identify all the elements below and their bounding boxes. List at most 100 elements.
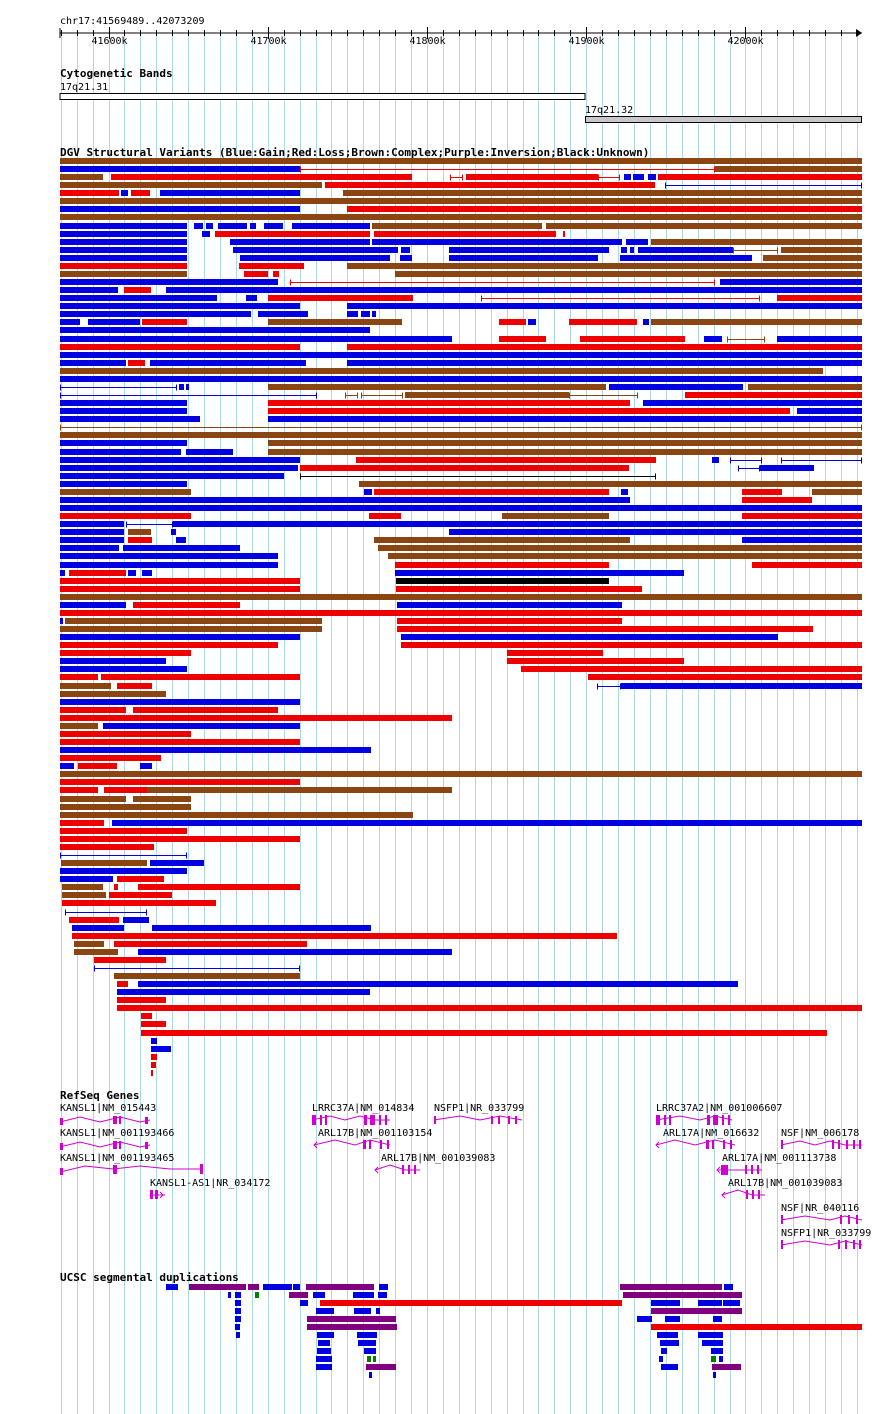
dgv-row[interactable] (60, 465, 814, 472)
segdup-feature[interactable] (354, 1308, 371, 1314)
dgv-row[interactable] (151, 1062, 156, 1068)
dgv-variant[interactable] (60, 521, 124, 527)
dgv-row[interactable] (61, 860, 204, 866)
dgv-row[interactable] (60, 812, 413, 818)
dgv-variant[interactable] (186, 449, 233, 455)
gene-arl17a-nm016632[interactable]: ARL17A|NM_016632 (655, 1128, 759, 1149)
dgv-variant[interactable] (60, 182, 322, 188)
dgv-variant[interactable] (111, 174, 412, 180)
dgv-row[interactable] (60, 432, 862, 438)
dgv-variant[interactable] (621, 489, 628, 495)
dgv-row[interactable] (60, 529, 862, 535)
dgv-variant[interactable] (60, 166, 300, 172)
dgv-row[interactable] (60, 634, 778, 640)
dgv-variant[interactable] (268, 440, 862, 446)
dgv-variant[interactable] (325, 182, 655, 188)
dgv-variant[interactable] (60, 303, 300, 309)
dgv-row[interactable] (60, 626, 813, 632)
dgv-row[interactable] (60, 384, 862, 391)
dgv-variant[interactable] (142, 570, 152, 576)
dgv-row[interactable] (60, 166, 862, 173)
dgv-row[interactable] (60, 376, 862, 382)
dgv-variants[interactable] (60, 158, 862, 1076)
segdup-feature[interactable] (651, 1324, 862, 1330)
dgv-variant[interactable] (507, 658, 684, 664)
dgv-row[interactable] (60, 804, 191, 810)
dgv-row[interactable] (60, 723, 300, 729)
segdup-row[interactable] (316, 1356, 723, 1362)
dgv-variant[interactable] (397, 602, 622, 608)
dgv-variant[interactable] (364, 489, 372, 495)
dgv-variant[interactable] (60, 158, 862, 164)
dgv-variant[interactable] (60, 465, 298, 471)
dgv-variant[interactable] (103, 723, 300, 729)
cytoband-q21-31[interactable] (59, 93, 586, 100)
dgv-variant[interactable] (60, 287, 118, 293)
dgv-row[interactable] (60, 505, 862, 511)
dgv-variant[interactable] (112, 820, 862, 826)
gene-nsfp1-nr033799-2[interactable]: NSFP1|NR_033799 (780, 1228, 871, 1249)
dgv-row[interactable] (60, 828, 187, 834)
dgv-variant[interactable] (396, 578, 609, 584)
segdup-row[interactable] (235, 1324, 862, 1330)
dgv-variant[interactable] (60, 214, 862, 220)
dgv-row[interactable] (60, 408, 862, 414)
dgv-row[interactable] (117, 989, 370, 995)
dgv-row[interactable] (60, 440, 862, 446)
dgv-variant[interactable] (563, 231, 565, 237)
dgv-variant[interactable] (60, 715, 452, 721)
dgv-variant[interactable] (117, 981, 128, 987)
dgv-variant[interactable] (742, 489, 782, 495)
segdup-feature[interactable] (711, 1356, 716, 1362)
dgv-variant[interactable] (395, 570, 684, 576)
dgv-row[interactable] (60, 787, 452, 793)
dgv-variant[interactable] (797, 408, 862, 414)
dgv-variant[interactable] (60, 634, 300, 640)
dgv-variant[interactable] (374, 231, 556, 237)
dgv-variant[interactable] (60, 497, 630, 503)
dgv-variant[interactable] (372, 223, 542, 229)
dgv-variant[interactable] (151, 1046, 171, 1052)
dgv-variant[interactable] (507, 650, 603, 656)
dgv-variant[interactable] (685, 392, 862, 398)
dgv-row[interactable] (117, 981, 738, 987)
dgv-variant[interactable] (141, 1021, 166, 1027)
dgv-variant[interactable] (742, 537, 862, 543)
dgv-variant[interactable] (88, 319, 140, 325)
dgv-variant[interactable] (499, 319, 526, 325)
gene-kansl1-nm015443[interactable]: KANSL1|NM_015443 (59, 1103, 156, 1125)
dgv-variant[interactable] (347, 263, 862, 269)
dgv-variant[interactable] (60, 691, 166, 697)
dgv-variant[interactable] (62, 900, 216, 906)
segdup-feature[interactable] (660, 1340, 679, 1346)
dgv-variant[interactable] (60, 626, 322, 632)
dgv-variant[interactable] (60, 578, 300, 584)
dgv-variant[interactable] (218, 223, 247, 229)
dgv-variant[interactable] (651, 319, 862, 325)
dgv-variant[interactable] (273, 271, 279, 277)
dgv-variant[interactable] (69, 917, 119, 923)
dgv-variant[interactable] (128, 537, 152, 543)
dgv-variant[interactable] (239, 263, 304, 269)
dgv-row[interactable] (60, 618, 622, 624)
dgv-row[interactable] (60, 602, 622, 608)
dgv-row[interactable] (72, 933, 617, 939)
dgv-variant[interactable] (62, 884, 103, 890)
dgv-row[interactable] (60, 206, 862, 212)
dgv-variant[interactable] (60, 376, 862, 382)
dgv-variant[interactable] (401, 642, 862, 648)
dgv-variant[interactable] (356, 457, 656, 463)
segdup-feature[interactable] (378, 1292, 387, 1298)
gene-arl17b-nm001103154[interactable]: ARL17B|NM_001103154 (313, 1128, 432, 1149)
dgv-variant[interactable] (395, 271, 862, 277)
dgv-variant[interactable] (60, 876, 113, 882)
dgv-variant[interactable] (60, 311, 251, 317)
dgv-variant[interactable] (60, 473, 284, 479)
dgv-variant[interactable] (186, 384, 189, 390)
dgv-row[interactable] (60, 836, 300, 842)
dgv-variant[interactable] (60, 545, 119, 551)
dgv-variant[interactable] (151, 1070, 153, 1076)
dgv-variant[interactable] (133, 602, 240, 608)
dgv-variant[interactable] (60, 440, 187, 446)
dgv-variant[interactable] (142, 319, 187, 325)
